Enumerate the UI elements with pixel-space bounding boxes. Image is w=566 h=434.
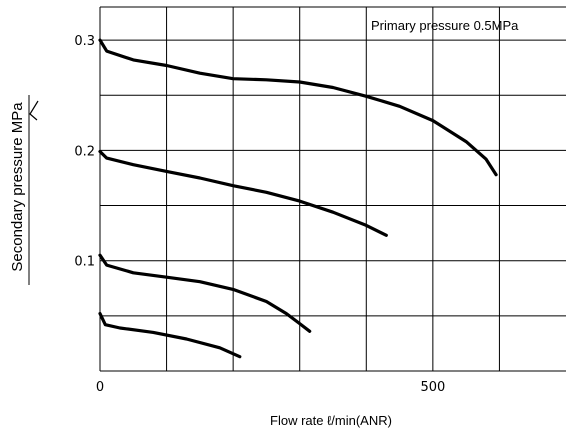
series-line-1 [98, 38, 498, 177]
y-axis-direction-arrow-icon [29, 100, 39, 121]
tick-labels: 0.1 0.2 0.3 0 500 [74, 34, 445, 395]
y-axis-label: Secondary pressure MPa [9, 102, 26, 272]
y-tick-label: 0.1 [74, 255, 95, 270]
series-line-2 [98, 149, 388, 237]
x-tick-label: 500 [420, 380, 445, 395]
y-tick-label: 0.3 [74, 34, 95, 49]
y-tick-label: 0.2 [74, 144, 95, 159]
curves [98, 38, 498, 359]
series-line-3 [98, 253, 312, 333]
x-axis-label: Flow rate ℓ/min(ANR) [270, 413, 392, 428]
x-tick-label: 0 [96, 380, 104, 395]
grid [99, 6, 566, 372]
series-line-4 [98, 312, 242, 359]
annotation-primary-pressure: Primary pressure 0.5MPa [371, 18, 519, 33]
